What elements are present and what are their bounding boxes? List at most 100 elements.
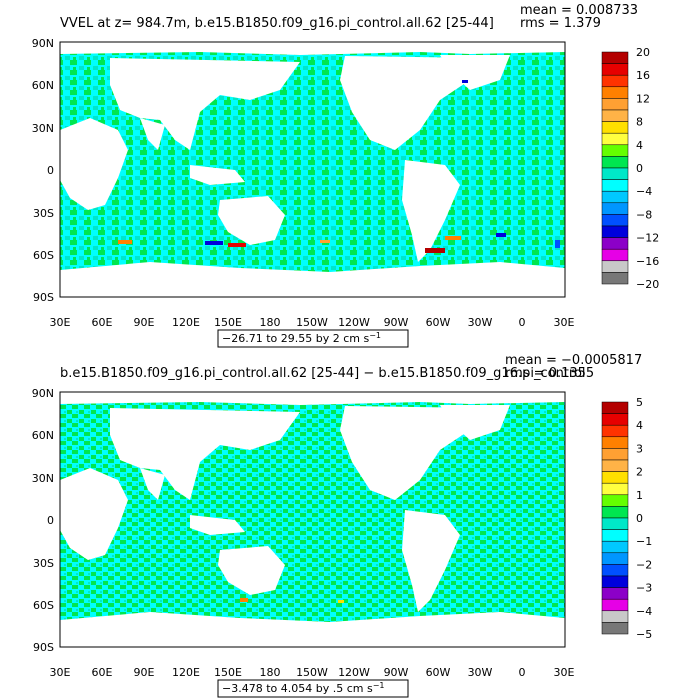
colorbar-label: −12 (636, 232, 659, 245)
svg-text:150E: 150E (214, 666, 242, 679)
colorbar-label: −8 (636, 208, 652, 221)
svg-text:0: 0 (519, 316, 526, 329)
colorbar-swatch (601, 506, 629, 519)
colorbar-label: 3 (636, 442, 643, 455)
colorbar-label: −1 (636, 535, 652, 548)
colorbar-swatch (601, 248, 629, 262)
colorbar-swatch (601, 564, 629, 577)
colorbar-label: −4 (636, 605, 652, 618)
contour-info: −26.71 to 29.55 by 2 cm s−1 (217, 329, 409, 348)
colorbar-label: −20 (636, 278, 659, 291)
colorbar-swatch (601, 413, 629, 426)
colorbar-swatch (601, 622, 629, 635)
colorbar-label: −2 (636, 558, 652, 571)
colorbar-swatch (601, 86, 629, 99)
lon-axis: 30E 60E 90E 120E 150E 180 150W 120W 90W … (50, 316, 575, 329)
colorbar-swatch (601, 540, 629, 554)
lat-axis: 90N 60N 30N 0 30S 60S 90S (32, 387, 54, 654)
svg-text:30N: 30N (32, 472, 54, 485)
colorbar-swatch (601, 272, 629, 285)
svg-text:90W: 90W (384, 666, 409, 679)
contour-info: −3.478 to 4.054 by .5 cm s−1 (217, 679, 409, 698)
colorbar-swatch (601, 179, 629, 192)
svg-text:30W: 30W (468, 316, 493, 329)
colorbar-swatch (601, 214, 629, 227)
colorbar-label: −5 (636, 628, 652, 641)
colorbar-swatch (601, 459, 629, 472)
svg-text:30N: 30N (32, 122, 54, 135)
colorbar-swatch (601, 471, 629, 484)
colorbar-swatch (601, 610, 629, 623)
colorbar-swatch (601, 587, 629, 600)
contour-text: −26.71 to 29.55 by 2 cm s (222, 332, 369, 345)
svg-text:60S: 60S (33, 249, 54, 262)
colorbar-swatch (601, 260, 629, 273)
colorbar-label: 4 (636, 419, 643, 432)
colorbar-label: 12 (636, 92, 650, 105)
panel-bottom: b.e15.B1850.f09_g16.pi_control.all.62 [2… (32, 353, 652, 698)
colorbar-label: 20 (636, 46, 650, 59)
colorbar-label: 0 (636, 512, 643, 525)
svg-text:30E: 30E (50, 666, 71, 679)
svg-text:90N: 90N (32, 37, 54, 50)
svg-text:60N: 60N (32, 79, 54, 92)
svg-text:90S: 90S (33, 291, 54, 304)
colorbar-label: 5 (636, 396, 643, 409)
colorbar-swatch (601, 552, 629, 565)
colorbar-label: 8 (636, 116, 643, 129)
colorbar-swatch (601, 424, 629, 438)
svg-text:90E: 90E (134, 666, 155, 679)
svg-text:150W: 150W (296, 316, 328, 329)
colorbar-label: −16 (636, 255, 659, 268)
colorbar-swatch (601, 167, 629, 180)
svg-text:180: 180 (260, 316, 281, 329)
anomaly-spots (240, 598, 344, 603)
svg-text:30S: 30S (33, 557, 54, 570)
rms-stat: rms = 1.379 (520, 16, 601, 31)
colorbar-swatch (601, 74, 629, 88)
colorbar-swatch (601, 517, 629, 530)
colorbar-label: −4 (636, 185, 652, 198)
colorbar-swatch (601, 237, 629, 250)
lon-axis: 30E 60E 90E 120E 150E 180 150W 120W 90W … (50, 666, 575, 679)
colorbar-swatch (601, 494, 629, 507)
colorbar-label: 2 (636, 466, 643, 479)
svg-text:30E: 30E (50, 316, 71, 329)
svg-text:0: 0 (47, 164, 54, 177)
map-frame (59, 41, 566, 298)
svg-text:90N: 90N (32, 387, 54, 400)
svg-text:90W: 90W (384, 316, 409, 329)
svg-text:90E: 90E (134, 316, 155, 329)
colorbar-swatch (601, 51, 629, 64)
colorbar-swatch (601, 436, 629, 449)
svg-text:30S: 30S (33, 207, 54, 220)
svg-text:120W: 120W (338, 316, 370, 329)
contour-unit-exp: −1 (373, 681, 385, 690)
svg-text:150E: 150E (214, 316, 242, 329)
colorbar-label: 0 (636, 162, 643, 175)
svg-text:−26.71 to 29.55 by 2 cm s−1: −26.71 to 29.55 by 2 cm s−1 (222, 331, 381, 345)
panel-top: VVEL at z= 984.7m, b.e15.B1850.f09_g16.p… (32, 3, 659, 348)
colorbar-swatch (601, 401, 629, 414)
colorbar-label: 16 (636, 69, 650, 82)
colorbar-swatch (601, 202, 629, 215)
lat-axis: 90N 60N 30N 0 30S 60S 90S (32, 37, 54, 304)
svg-text:150W: 150W (296, 666, 328, 679)
colorbar-swatch (601, 529, 629, 542)
colorbar: 20 16 12 8 4 0 −4 −8 −12 −16 −20 (601, 46, 659, 291)
colorbar-swatch (601, 448, 629, 461)
colorbar-swatch (601, 132, 629, 146)
mean-stat: mean = −0.0005817 (505, 353, 642, 368)
svg-text:0: 0 (519, 666, 526, 679)
colorbar-swatch (601, 598, 629, 612)
svg-text:30W: 30W (468, 666, 493, 679)
panel-title: b.e15.B1850.f09_g16.pi_control.all.62 [2… (60, 366, 586, 381)
colorbar-swatch (601, 482, 629, 496)
colorbar-swatch (601, 190, 629, 204)
svg-text:120E: 120E (172, 666, 200, 679)
land-mask (60, 392, 565, 647)
rms-stat: rms = 0.1355 (505, 366, 594, 381)
colorbar-swatch (601, 575, 629, 588)
colorbar-swatch (601, 98, 629, 111)
